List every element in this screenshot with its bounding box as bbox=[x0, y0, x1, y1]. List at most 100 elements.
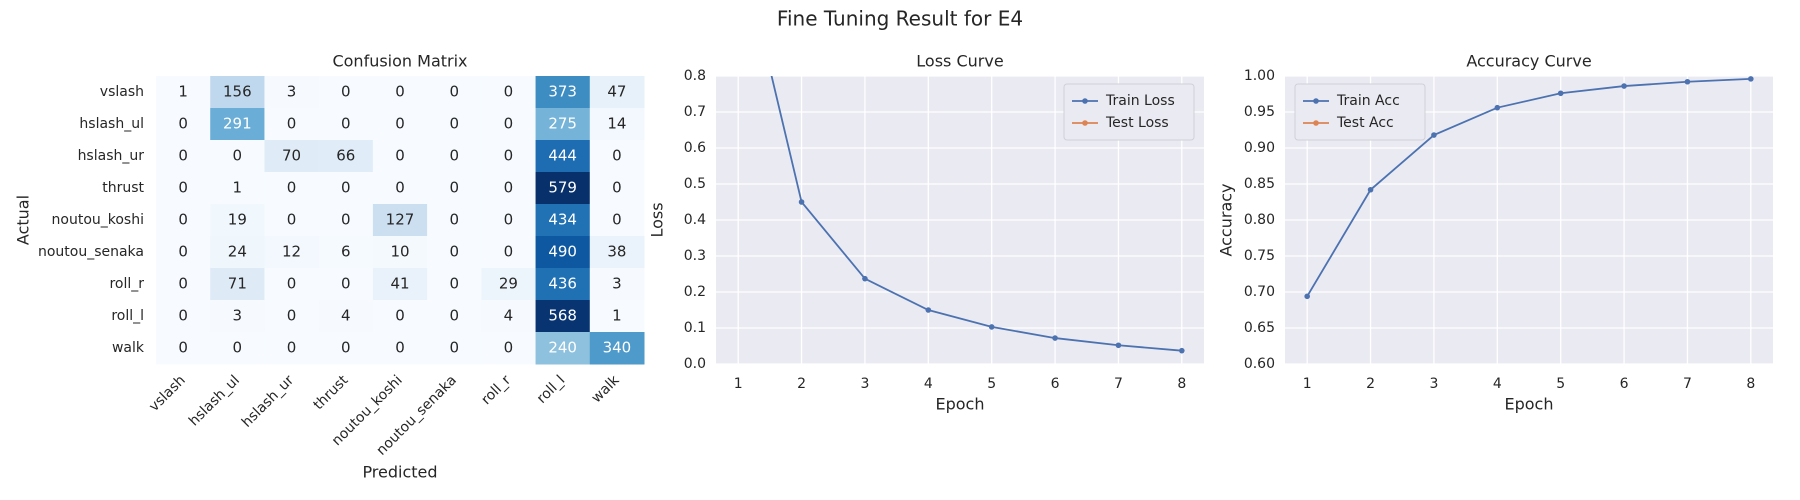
heatmap-cell bbox=[589, 108, 645, 141]
heatmap-cell bbox=[210, 236, 265, 269]
point bbox=[988, 324, 995, 330]
heatmap-cell bbox=[427, 172, 482, 205]
y-tick-label: 0.0 bbox=[684, 356, 706, 372]
y-tick-label: 0.95 bbox=[1244, 104, 1275, 120]
heatmap-cell bbox=[481, 204, 537, 237]
cell-label: 340 bbox=[603, 339, 632, 357]
heatmap-cell bbox=[156, 76, 211, 109]
heatmap-cell bbox=[535, 268, 591, 301]
cell-label: 24 bbox=[228, 243, 247, 261]
cell-label: 0 bbox=[178, 339, 188, 357]
heatmap-cell bbox=[427, 108, 482, 141]
legend-label: Train Loss bbox=[1105, 93, 1175, 109]
heatmap-cell bbox=[156, 332, 211, 365]
cell-label: 291 bbox=[223, 115, 252, 133]
y-tick-label: thrust bbox=[102, 180, 144, 196]
cell-label: 0 bbox=[178, 275, 188, 293]
cell-label: 0 bbox=[449, 179, 459, 197]
x-tick-label: roll_l bbox=[534, 372, 568, 406]
legend-label: Test Acc bbox=[1336, 115, 1394, 131]
heatmap-cell bbox=[589, 332, 645, 365]
cell-label: 3 bbox=[287, 83, 297, 101]
heatmap-cell bbox=[427, 236, 482, 269]
legend-box bbox=[1294, 83, 1426, 141]
point bbox=[862, 275, 868, 282]
cell-label: 0 bbox=[449, 275, 459, 293]
heatmap-cell bbox=[535, 108, 591, 141]
cell-label: 156 bbox=[223, 83, 252, 101]
legend-label: Test Loss bbox=[1105, 115, 1169, 131]
cell-label: 0 bbox=[612, 211, 622, 229]
heatmap-cell bbox=[372, 172, 428, 205]
heatmap-cell bbox=[427, 300, 482, 333]
heatmap-cell bbox=[156, 140, 211, 173]
plot-series bbox=[1304, 76, 1754, 300]
x-tick-label: thrust bbox=[311, 372, 352, 413]
cell-label: 0 bbox=[341, 275, 351, 293]
heatmap-cell bbox=[372, 332, 428, 365]
heatmap-cell bbox=[535, 332, 591, 365]
cell-label: 1 bbox=[178, 83, 188, 101]
heatmap-cell bbox=[318, 76, 374, 109]
heatmap-cell bbox=[156, 236, 211, 269]
cell-label: 0 bbox=[449, 211, 459, 229]
y-tick-label: 1.00 bbox=[1244, 68, 1275, 84]
cell-label: 0 bbox=[287, 179, 297, 197]
x-tick-label: 3 bbox=[860, 376, 869, 392]
y-tick-label: 0.1 bbox=[684, 320, 706, 336]
heatmap-cell bbox=[264, 204, 320, 237]
cell-label: 436 bbox=[548, 275, 577, 293]
x-tick-label: 6 bbox=[1620, 376, 1629, 392]
heatmap-cell bbox=[318, 332, 374, 365]
heatmap-cell bbox=[535, 204, 591, 237]
point bbox=[1367, 186, 1374, 193]
y-tick-label: hslash_ur bbox=[78, 148, 145, 164]
cell-label: 14 bbox=[607, 115, 626, 133]
y-tick-label: 0.8 bbox=[684, 68, 706, 84]
y-tick-label: roll_r bbox=[109, 276, 144, 292]
x-tick-label: 1 bbox=[734, 376, 743, 392]
legend-label: Train Acc bbox=[1336, 93, 1400, 109]
heatmap-cell bbox=[372, 268, 428, 301]
cell-label: 29 bbox=[499, 275, 518, 293]
cell-label: 127 bbox=[386, 211, 415, 229]
y-tick-label: 0.6 bbox=[684, 140, 706, 156]
cell-label: 66 bbox=[336, 147, 355, 165]
cell-label: 3 bbox=[612, 275, 622, 293]
y-tick-label: 0.3 bbox=[684, 248, 706, 264]
y-axis-label: Actual bbox=[14, 195, 33, 245]
cell-label: 47 bbox=[607, 83, 626, 101]
heatmap-cell bbox=[481, 76, 537, 109]
cell-label: 0 bbox=[178, 115, 188, 133]
cell-label: 0 bbox=[504, 83, 514, 101]
cell-label: 0 bbox=[504, 115, 514, 133]
heatmap-cell bbox=[210, 268, 265, 301]
cell-label: 444 bbox=[548, 147, 577, 165]
heatmap-cell bbox=[589, 300, 645, 333]
cell-label: 0 bbox=[395, 83, 405, 101]
cell-label: 0 bbox=[287, 307, 297, 325]
heatmap-cell bbox=[156, 204, 211, 237]
y-tick-label: 0.2 bbox=[684, 284, 706, 300]
heatmap-cell bbox=[264, 300, 320, 333]
heatmap-cell bbox=[372, 76, 428, 109]
cell-label: 579 bbox=[548, 179, 577, 197]
cell-label: 3 bbox=[233, 307, 243, 325]
cell-label: 0 bbox=[395, 339, 405, 357]
cell-label: 0 bbox=[341, 339, 351, 357]
y-tick-label: roll_l bbox=[111, 308, 144, 324]
cell-label: 4 bbox=[341, 307, 351, 325]
heatmap-cell bbox=[535, 76, 591, 109]
x-tick-label: 2 bbox=[1366, 376, 1375, 392]
heatmap-cell bbox=[318, 204, 374, 237]
heatmap-cell bbox=[210, 108, 265, 141]
y-tick-label: 0.70 bbox=[1244, 284, 1275, 300]
x-tick-label: 7 bbox=[1114, 376, 1123, 392]
x-axis-label: Epoch bbox=[936, 395, 985, 414]
heatmap-cell bbox=[264, 236, 320, 269]
heatmap-cell bbox=[318, 268, 374, 301]
x-tick-label: 5 bbox=[987, 376, 996, 392]
cell-label: 0 bbox=[341, 115, 351, 133]
heatmap-cell bbox=[210, 172, 265, 205]
heatmap-cell bbox=[535, 172, 591, 205]
